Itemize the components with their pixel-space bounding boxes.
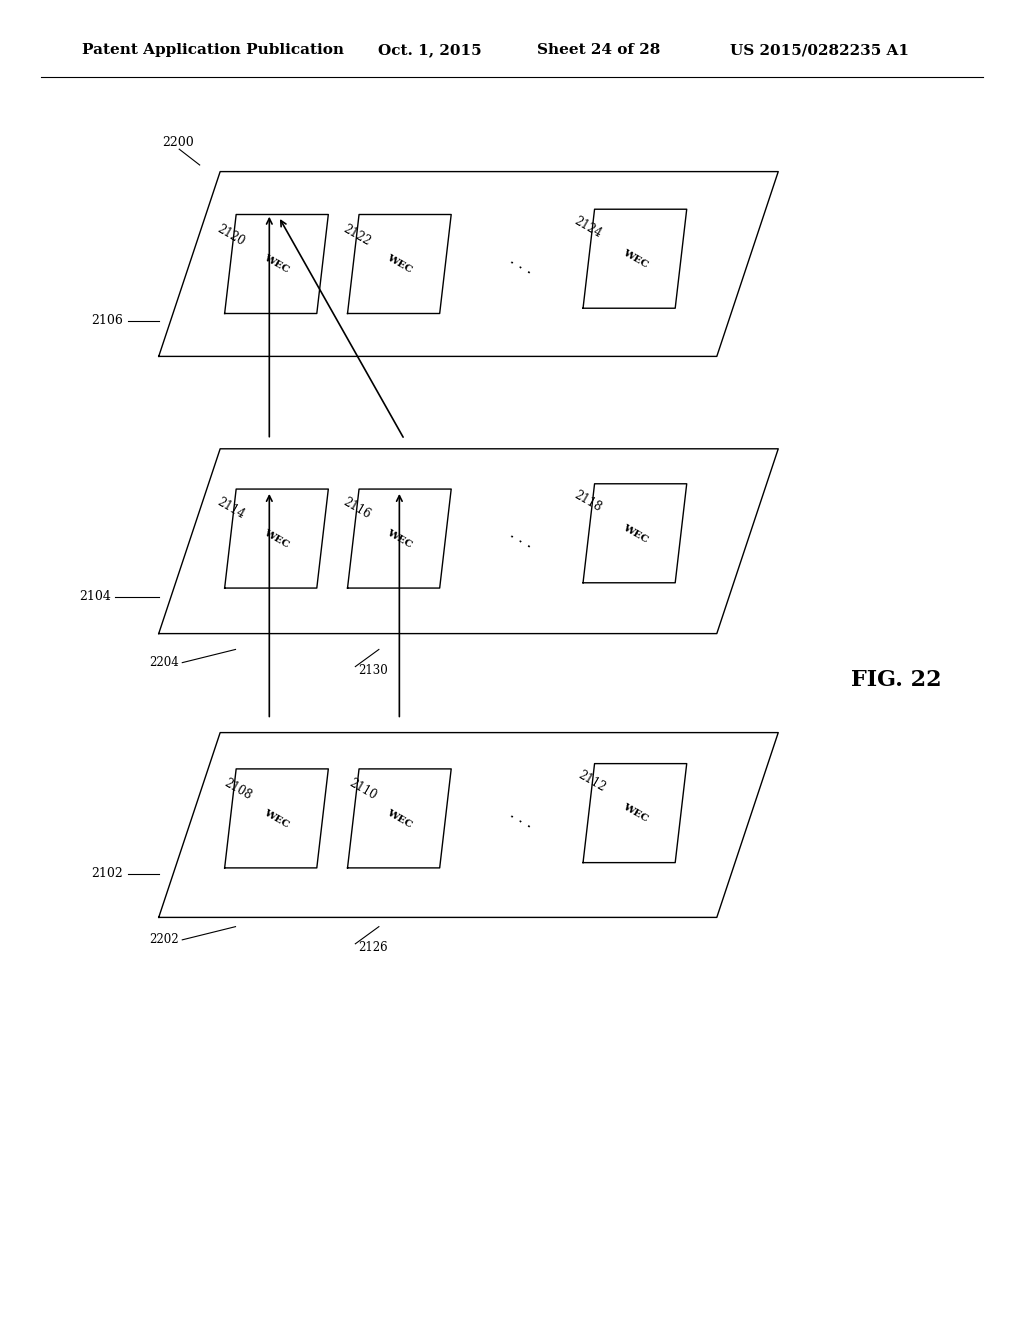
Text: Patent Application Publication: Patent Application Publication bbox=[82, 44, 344, 57]
Polygon shape bbox=[347, 214, 452, 313]
Text: WEC: WEC bbox=[621, 803, 649, 824]
Text: 2124: 2124 bbox=[571, 214, 604, 240]
Text: . . .: . . . bbox=[508, 251, 537, 277]
Text: 2204: 2204 bbox=[150, 656, 179, 669]
Polygon shape bbox=[347, 768, 452, 869]
Text: FIG. 22: FIG. 22 bbox=[851, 669, 941, 690]
Text: 2104: 2104 bbox=[79, 590, 111, 603]
Text: 2200: 2200 bbox=[162, 136, 194, 149]
Polygon shape bbox=[224, 768, 329, 869]
Text: 2114: 2114 bbox=[214, 495, 247, 521]
Text: 2108: 2108 bbox=[221, 776, 254, 803]
Text: WEC: WEC bbox=[385, 808, 414, 829]
Text: Oct. 1, 2015: Oct. 1, 2015 bbox=[378, 44, 482, 57]
Text: . . .: . . . bbox=[508, 525, 537, 552]
Text: 2112: 2112 bbox=[575, 768, 608, 795]
Text: 2118: 2118 bbox=[571, 488, 604, 515]
Text: 2102: 2102 bbox=[91, 867, 123, 880]
Text: 2116: 2116 bbox=[340, 495, 373, 521]
Polygon shape bbox=[583, 484, 687, 583]
Polygon shape bbox=[224, 490, 329, 589]
Text: 2130: 2130 bbox=[358, 664, 388, 677]
Text: US 2015/0282235 A1: US 2015/0282235 A1 bbox=[730, 44, 908, 57]
Text: WEC: WEC bbox=[385, 253, 414, 275]
Text: WEC: WEC bbox=[262, 253, 291, 275]
Text: WEC: WEC bbox=[385, 528, 414, 549]
Text: 2106: 2106 bbox=[91, 314, 123, 327]
Text: Sheet 24 of 28: Sheet 24 of 28 bbox=[538, 44, 660, 57]
Text: . . .: . . . bbox=[508, 805, 537, 832]
Polygon shape bbox=[347, 490, 452, 589]
Text: 2126: 2126 bbox=[358, 941, 388, 954]
Text: 2122: 2122 bbox=[340, 222, 373, 248]
Text: 2110: 2110 bbox=[346, 776, 379, 803]
Polygon shape bbox=[583, 763, 687, 863]
Polygon shape bbox=[224, 214, 329, 313]
Text: WEC: WEC bbox=[621, 523, 649, 544]
Text: WEC: WEC bbox=[262, 808, 291, 829]
Text: 2120: 2120 bbox=[214, 222, 247, 248]
Text: WEC: WEC bbox=[262, 528, 291, 549]
Text: WEC: WEC bbox=[621, 248, 649, 269]
Polygon shape bbox=[583, 209, 687, 308]
Text: 2202: 2202 bbox=[150, 933, 179, 946]
